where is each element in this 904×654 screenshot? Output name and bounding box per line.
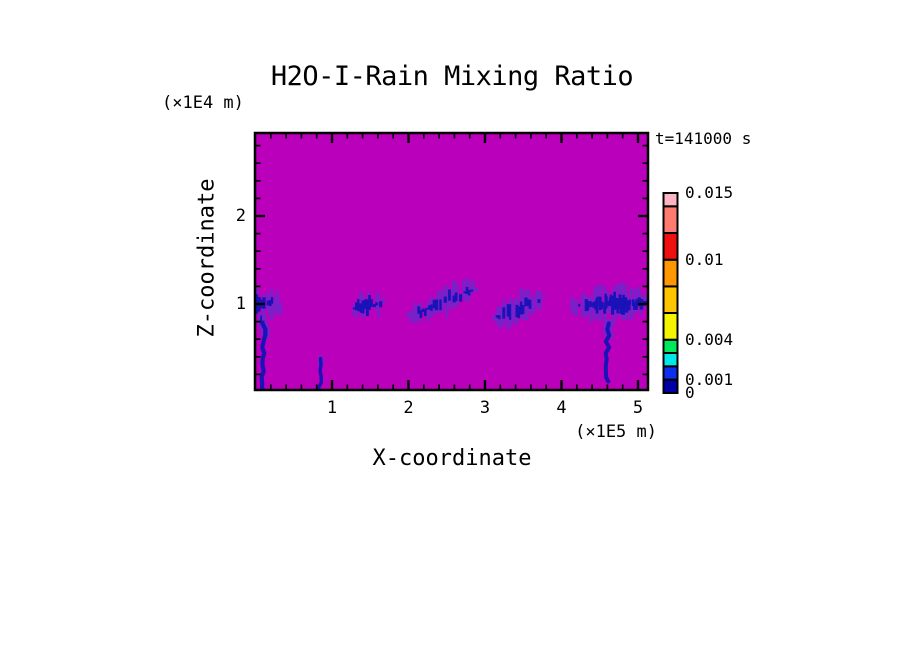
- colorbar-label-0: 0: [685, 383, 695, 402]
- colorbar-label-0.01: 0.01: [685, 249, 724, 269]
- rain-cell-5: [491, 287, 546, 331]
- plot-border: [253, 131, 650, 392]
- z-axis-unit-label: (×1E4 m): [162, 93, 244, 113]
- x-tick-label-1: 1: [326, 398, 338, 418]
- rain-cells: [255, 278, 648, 390]
- z-tick-label-2: 2: [235, 206, 246, 226]
- colorbar-label-0.015: 0.015: [685, 183, 734, 202]
- rain-cell-2-shaft: [316, 355, 324, 390]
- x-tick-label-2: 2: [403, 398, 414, 418]
- z-axis-title: Z-coordinate: [194, 178, 220, 338]
- x-tick-label-4: 4: [556, 398, 567, 418]
- plot-area-background: [255, 133, 648, 390]
- z-tick-label-1: 1: [235, 294, 246, 314]
- colorbar-label-0.001: 0.001: [685, 369, 734, 389]
- x-axis-unit-label: (×1E5 m): [575, 422, 657, 442]
- colorbar-label-0.004: 0.004: [685, 329, 734, 349]
- rain-cell-3: [352, 291, 385, 318]
- colorbar-swatches: [662, 192, 679, 395]
- plot-title: H2O-I-Rain Mixing Ratio: [270, 61, 634, 92]
- time-annotation: t=141000 s: [655, 129, 752, 148]
- rain-cell-6: [570, 282, 648, 384]
- x-axis-title: X-coordinate: [372, 446, 532, 471]
- rain-cell-4: [405, 278, 479, 324]
- x-tick-label-3: 3: [479, 398, 491, 418]
- x-tick-label-5: 5: [632, 398, 644, 418]
